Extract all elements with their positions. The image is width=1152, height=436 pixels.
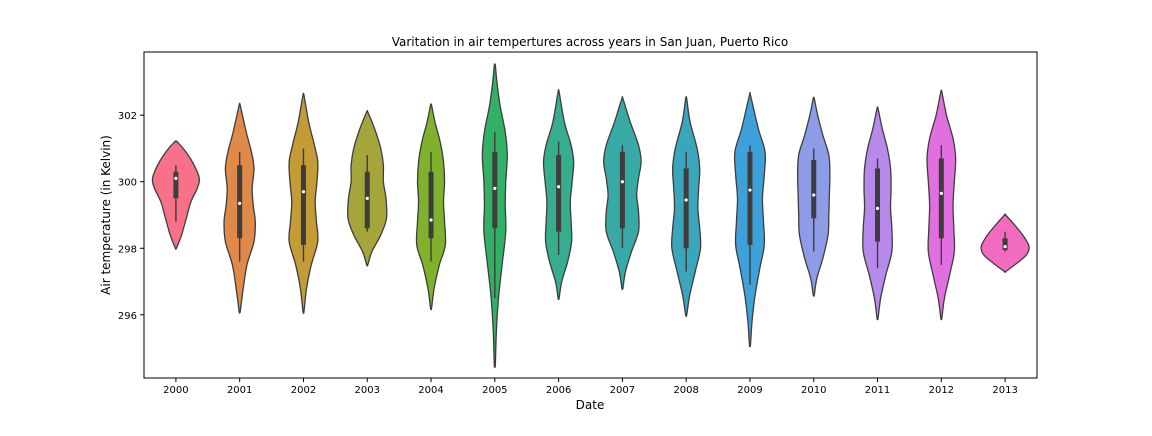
violin-2011 [862, 106, 893, 321]
x-tick-label-2008: 2008 [673, 385, 698, 396]
violin-median-2010 [812, 193, 816, 197]
violin-iqr-box-2000 [173, 171, 179, 199]
violin-2012 [926, 89, 957, 321]
violin-iqr-box-2008 [683, 168, 689, 249]
violin-median-2013 [1003, 245, 1007, 249]
chart-title: Varitation in air tempertures across yea… [392, 35, 789, 49]
y-tick-label-296: 296 [118, 311, 137, 322]
violin-iqr-box-2011 [875, 168, 881, 242]
plot-frame [143, 51, 1038, 379]
x-tick-label-2010: 2010 [801, 385, 826, 396]
violin-iqr-box-2007 [619, 151, 625, 229]
violin-iqr-box-2009 [747, 151, 753, 245]
violin-iqr-box-2013 [1002, 238, 1008, 250]
x-tick-label-2005: 2005 [482, 385, 507, 396]
x-tick-label-2011: 2011 [865, 385, 890, 396]
y-tick-label-298: 298 [118, 244, 137, 255]
y-axis: 296 298 300 302 [118, 111, 144, 322]
violin-2007 [603, 96, 642, 291]
x-tick-label-2007: 2007 [610, 385, 635, 396]
violin-2003 [347, 110, 388, 267]
x-axis: 2000 2001 2002 2003 2004 2005 2006 2007 2008 2009… [163, 378, 1018, 396]
x-tick-label-2002: 2002 [291, 385, 316, 396]
y-tick-label-300: 300 [118, 178, 137, 189]
violin-median-2003 [365, 196, 369, 200]
x-tick-label-2012: 2012 [929, 385, 954, 396]
violin-median-2011 [875, 206, 880, 210]
violin-iqr-box-2003 [364, 171, 370, 229]
violin-2001 [223, 102, 256, 314]
violin-median-2000 [174, 176, 178, 181]
violin-median-2006 [557, 185, 561, 189]
violin-iqr-box-2012 [938, 158, 944, 239]
x-tick-label-2003: 2003 [355, 385, 380, 396]
x-tick-label-2001: 2001 [227, 385, 252, 396]
x-tick-label-2009: 2009 [737, 385, 762, 396]
violin-2002 [288, 92, 319, 314]
y-axis-label: Air temperature (in Kelvin) [99, 135, 113, 295]
violin-median-2001 [238, 201, 242, 205]
violin-2008 [670, 96, 702, 317]
violin-2004 [415, 103, 447, 311]
violin-iqr-box-2004 [428, 171, 434, 239]
violin-iqr-box-2010 [811, 160, 817, 219]
violin-2009 [733, 92, 767, 348]
x-tick-label-2006: 2006 [546, 385, 571, 396]
x-tick-label-2004: 2004 [418, 385, 443, 396]
violin-2006 [542, 89, 575, 301]
x-tick-label-2000: 2000 [163, 385, 188, 396]
violin-median-2008 [684, 198, 688, 202]
violin-median-2004 [429, 218, 433, 222]
violin-2010 [796, 96, 831, 297]
x-axis-label: Date [576, 398, 605, 412]
violin-2005 [481, 63, 508, 368]
violin-median-2002 [301, 190, 306, 194]
violin-iqr-box-2006 [556, 155, 562, 232]
violin-iqr-box-2001 [237, 165, 243, 239]
violin-median-2007 [620, 180, 624, 184]
violins-group [151, 63, 1030, 368]
y-tick-label-302: 302 [118, 111, 137, 122]
violin-2013 [980, 213, 1030, 273]
violin-2000 [151, 140, 201, 250]
violin-median-2005 [493, 186, 497, 190]
violin-iqr-box-2002 [300, 165, 306, 245]
violin-median-2009 [748, 188, 752, 192]
violin-median-2012 [939, 191, 943, 195]
x-tick-label-2013: 2013 [992, 385, 1017, 396]
violin-iqr-box-2005 [492, 151, 498, 229]
